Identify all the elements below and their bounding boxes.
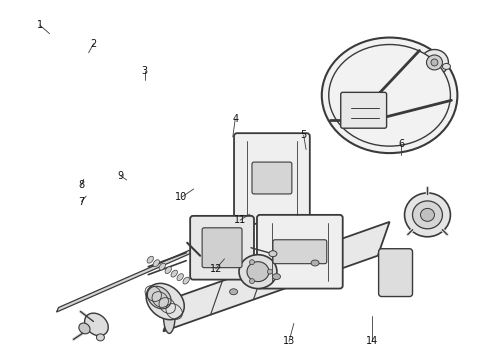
Ellipse shape <box>146 283 184 320</box>
Ellipse shape <box>249 260 254 265</box>
Ellipse shape <box>183 277 189 284</box>
Text: 13: 13 <box>283 336 295 346</box>
Text: 8: 8 <box>78 180 84 190</box>
Ellipse shape <box>230 289 238 295</box>
FancyBboxPatch shape <box>257 215 343 289</box>
Polygon shape <box>56 248 195 312</box>
Ellipse shape <box>249 279 254 284</box>
FancyBboxPatch shape <box>379 249 413 297</box>
Ellipse shape <box>269 251 277 257</box>
Text: 1: 1 <box>37 20 43 30</box>
Ellipse shape <box>163 296 175 333</box>
Ellipse shape <box>85 313 108 336</box>
Ellipse shape <box>311 260 319 266</box>
FancyBboxPatch shape <box>190 216 254 280</box>
Text: 12: 12 <box>210 264 222 274</box>
Ellipse shape <box>79 323 90 334</box>
Ellipse shape <box>153 260 159 267</box>
Text: 5: 5 <box>300 130 307 140</box>
Ellipse shape <box>329 45 450 146</box>
Text: 3: 3 <box>142 66 148 76</box>
FancyBboxPatch shape <box>341 92 387 128</box>
Ellipse shape <box>147 286 171 309</box>
Ellipse shape <box>431 59 438 66</box>
Ellipse shape <box>159 263 166 270</box>
Text: 14: 14 <box>366 336 378 346</box>
Text: 11: 11 <box>234 215 246 225</box>
Text: 4: 4 <box>232 114 238 124</box>
Ellipse shape <box>272 274 280 280</box>
Ellipse shape <box>420 50 448 75</box>
Ellipse shape <box>442 63 450 69</box>
Ellipse shape <box>413 201 442 229</box>
Text: 10: 10 <box>175 192 188 202</box>
Ellipse shape <box>405 193 450 237</box>
FancyBboxPatch shape <box>273 240 327 264</box>
Ellipse shape <box>420 208 435 221</box>
Text: 7: 7 <box>78 197 84 207</box>
Ellipse shape <box>239 255 277 289</box>
Ellipse shape <box>165 267 172 274</box>
FancyBboxPatch shape <box>234 133 310 224</box>
Text: 2: 2 <box>91 39 97 49</box>
Ellipse shape <box>322 37 457 153</box>
Polygon shape <box>163 222 390 332</box>
Text: 9: 9 <box>117 171 123 181</box>
Ellipse shape <box>426 55 442 70</box>
Ellipse shape <box>97 334 104 341</box>
FancyBboxPatch shape <box>252 162 292 194</box>
Text: 6: 6 <box>398 139 404 149</box>
Ellipse shape <box>171 270 177 277</box>
Ellipse shape <box>177 274 183 280</box>
FancyBboxPatch shape <box>202 228 242 268</box>
Ellipse shape <box>247 262 269 282</box>
Ellipse shape <box>268 269 272 274</box>
Ellipse shape <box>147 256 153 263</box>
